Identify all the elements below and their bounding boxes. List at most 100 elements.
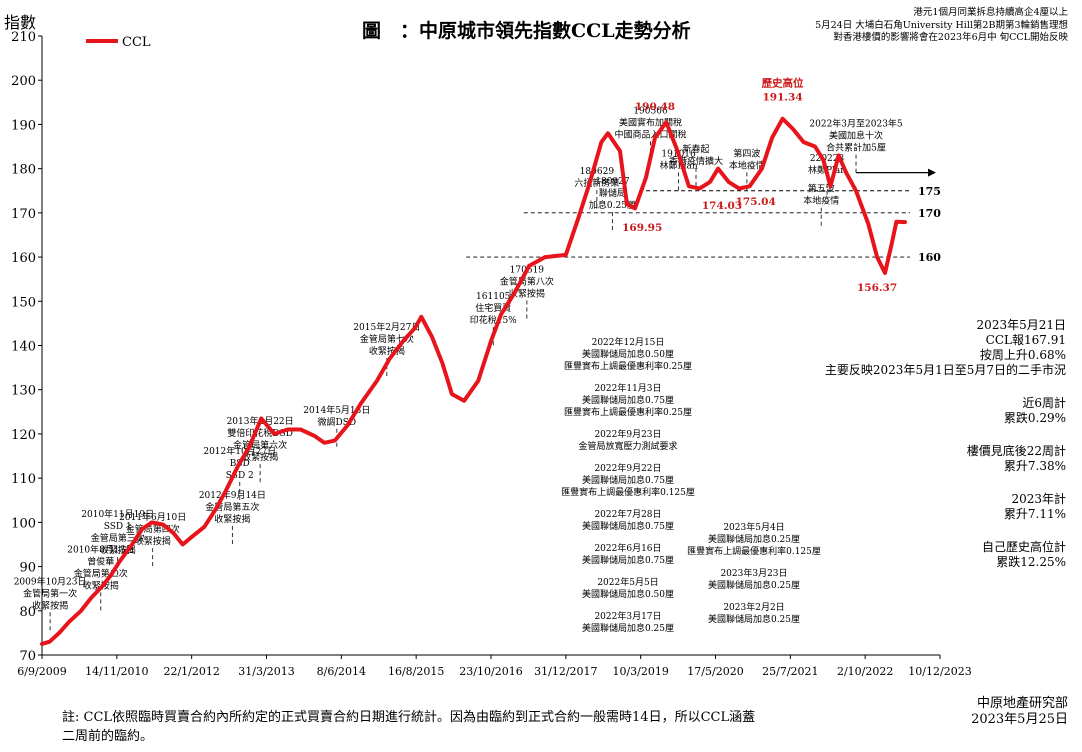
ccl-data-point: [477, 379, 480, 383]
side-notes: 2023年5月21日 CCL報167.91 按周上升0.68% 主要反映2023…: [760, 318, 1066, 588]
ccl-data-point: [299, 428, 302, 431]
ccl-data-point: [247, 445, 251, 449]
rate-note-text: 美國聯儲局加息0.75厘: [582, 554, 674, 566]
ccl-data-point: [420, 315, 423, 318]
ccl-data-point: [708, 180, 712, 184]
ccl-data-point: [499, 313, 503, 316]
annotation-text: 林鄭Plan: [660, 159, 698, 171]
annotation-text: 本地疫情: [729, 159, 765, 171]
x-tick-label: 23/10/2016: [459, 665, 522, 678]
annotation-text: 六招新房策: [574, 177, 619, 189]
ytd-note: 2023年計 累升7.11%: [760, 492, 1066, 522]
y-axis-title: 指數: [4, 13, 36, 32]
since-bottom-note: 樓價見底後22周計 累升7.38%: [760, 444, 1066, 474]
rate-note-text: 2023年3月23日: [720, 567, 787, 579]
annotation-text: 2012年10月27日: [203, 445, 276, 457]
y-tick-label: 130: [11, 384, 36, 399]
annotation-text: 金管局第二次: [74, 567, 128, 579]
annotation-text: 金管局第一次: [23, 587, 77, 599]
annotation-text: 2010年8月13日: [67, 543, 134, 555]
ccl-data-point: [543, 255, 547, 259]
y-tick-label: 90: [19, 561, 36, 576]
note-line: 累升7.11%: [1003, 507, 1066, 521]
annotation-text: SSD 1: [104, 522, 132, 532]
value-label: 191.34: [762, 92, 802, 104]
rate-note-text: 美國聯儲局加息0.75厘: [582, 474, 674, 486]
y-tick-label: 170: [11, 207, 36, 222]
rate-note-text: 匯豐實布上調最優惠利率0.125厘: [687, 545, 821, 557]
annotation-text: 2022年3月至2023年5: [809, 118, 903, 130]
ccl-data-point: [430, 335, 434, 338]
annotation-text: 加息0.25厘: [589, 199, 636, 211]
rate-note-text: 2022年6月16日: [594, 542, 661, 554]
ccl-data-point: [760, 167, 764, 170]
ccl-data-point: [286, 428, 289, 431]
rate-note-text: 2022年12月15日: [592, 336, 665, 348]
rate-note-text: 美國聯儲局加息0.75厘: [582, 394, 674, 406]
ccl-data-point: [192, 534, 195, 537]
rate-note-text: 美國聯儲局加息0.25厘: [708, 613, 800, 625]
ccl-data-point: [413, 326, 417, 330]
y-tick-label: 120: [11, 428, 36, 443]
annotation-text: 美國實布加關稅: [619, 116, 682, 128]
ccl-data-point: [903, 220, 907, 224]
ccl-data-point: [633, 207, 637, 210]
note-line: 近6周計: [1022, 396, 1066, 410]
annotation-text: 金管局第三次: [91, 532, 145, 544]
x-tick-label: 10/12/2023: [908, 665, 971, 678]
ccl-data-point: [140, 527, 144, 531]
ccl-data-point: [388, 357, 391, 360]
x-tick-label: 14/11/2010: [85, 665, 148, 678]
ccl-data-point: [224, 490, 227, 493]
annotation-text: 2015年2月27日: [353, 321, 420, 333]
value-label: 190.48: [635, 101, 675, 113]
ccl-data-point: [837, 154, 840, 157]
annotation-text: 190506: [633, 106, 668, 116]
ccl-data-point: [770, 136, 774, 139]
ccl-data-point: [802, 140, 805, 144]
x-tick-label: 8/6/2014: [317, 665, 366, 678]
rate-note-text: 2023年5月4日: [723, 521, 784, 533]
ccl-data-point: [577, 216, 580, 219]
top-note-line: 5月24日 大埔白石角University Hill第2B期第3輪銷售理想: [815, 19, 1068, 31]
rate-note-text: 2022年7月28日: [594, 508, 661, 520]
rate-note-text: 2022年9月23日: [594, 428, 661, 440]
ccl-data-point: [527, 264, 531, 268]
annotation-text: 220223: [810, 154, 845, 164]
rate-note-text: 匯豐實布上調最優惠利率0.125厘: [561, 486, 695, 498]
y-tick-label: 180: [11, 163, 36, 178]
ccl-data-point: [890, 242, 893, 246]
x-tick-label: 31/3/2013: [238, 665, 294, 678]
annotation-text: 金管局第六次: [233, 439, 287, 451]
ccl-data-point: [150, 521, 154, 524]
credit-org: 中原地產研究部: [976, 696, 1068, 711]
note-line: 累升7.38%: [1003, 459, 1066, 473]
ccl-data-point: [100, 585, 104, 588]
annotation-text: 2012年9月14日: [199, 489, 266, 501]
ccl-data-point: [489, 339, 493, 343]
annotation-text: 中國商品入口關稅: [614, 128, 686, 140]
six-week-note: 近6周計 累跌0.29%: [760, 396, 1066, 426]
ccl-data-point: [162, 523, 165, 526]
x-tick-label: 17/5/2020: [687, 665, 743, 678]
y-tick-label: 150: [11, 295, 36, 310]
note-line: 2023年計: [1011, 492, 1066, 506]
value-label: 174.03: [702, 200, 742, 212]
annotation-text: 雙倍印花稅DSD: [227, 427, 293, 439]
ccl-data-point: [48, 640, 51, 643]
value-label: 169.95: [622, 222, 662, 234]
annotation-text: 收緊按揭: [242, 451, 278, 463]
ccl-data-point: [181, 543, 184, 546]
